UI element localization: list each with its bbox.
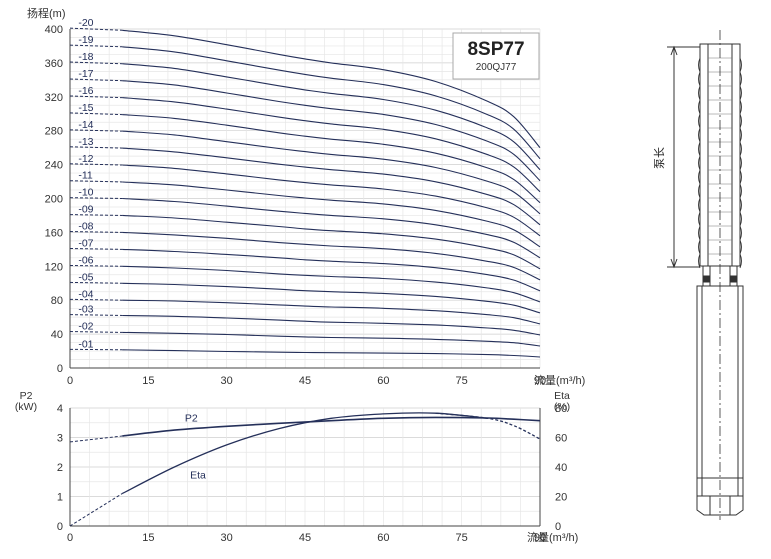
y-tick-label: 120 xyxy=(45,261,63,273)
y-tick-label: 3 xyxy=(57,433,63,445)
intake-bolt-right xyxy=(731,276,736,282)
series-label: -20 xyxy=(78,17,93,29)
x-tick-label: 15 xyxy=(142,375,154,387)
series-label: -17 xyxy=(78,68,93,80)
x-tick-label: 0 xyxy=(67,375,73,387)
y-tick-label: 400 xyxy=(45,24,63,36)
y-tick-label: 200 xyxy=(45,194,63,206)
y-tick-label: 1 xyxy=(57,492,63,504)
series-label: -02 xyxy=(78,321,93,333)
efficiency-axis-label: Eta(%) xyxy=(554,390,570,413)
series-label: -06 xyxy=(78,254,93,266)
series-label: -16 xyxy=(78,85,93,97)
y-tick-label: 280 xyxy=(45,126,63,138)
x-tick-label: 15 xyxy=(142,532,154,544)
y2-tick-label: 20 xyxy=(555,492,567,504)
power-axis-label: P2(kW) xyxy=(15,390,37,413)
x-tick-label: 75 xyxy=(456,532,468,544)
x-axis-label: 流量(m³/h) xyxy=(534,373,585,387)
series-label: -11 xyxy=(78,170,93,182)
x-tick-label: 0 xyxy=(67,532,73,544)
y-axis-label: 扬程(m) xyxy=(27,6,66,20)
p2-series-label: P2 xyxy=(185,413,198,425)
head-curve-15 xyxy=(122,115,540,203)
series-label: -03 xyxy=(78,304,93,316)
intake-bolt-left xyxy=(704,276,709,282)
y-tick-label: 2 xyxy=(57,462,63,474)
x-tick-label: 30 xyxy=(221,532,233,544)
head-curve-14 xyxy=(122,131,540,214)
x-tick-label: 60 xyxy=(377,375,389,387)
series-label: -08 xyxy=(78,221,93,233)
head-curve-04 xyxy=(122,300,540,324)
series-label: -09 xyxy=(78,204,93,216)
y-tick-label: 240 xyxy=(45,160,63,172)
head-curve-16 xyxy=(122,98,540,192)
eta-series-label: Eta xyxy=(190,469,206,481)
y-tick-label: 40 xyxy=(51,329,63,341)
x-tick-label: 75 xyxy=(456,375,468,387)
series-label: -01 xyxy=(78,338,93,350)
y2-tick-label: 60 xyxy=(555,433,567,445)
series-label: -14 xyxy=(78,119,93,131)
x-axis-label: 流量(m³/h) xyxy=(527,530,578,544)
p2-curve-extension xyxy=(70,436,122,442)
x-tick-label: 30 xyxy=(221,375,233,387)
series-label: -18 xyxy=(78,51,93,63)
y-tick-label: 80 xyxy=(51,295,63,307)
series-label: -19 xyxy=(78,34,93,46)
model-subtitle: 200QJ77 xyxy=(476,62,517,73)
y-tick-label: 0 xyxy=(57,363,63,375)
y-tick-label: 160 xyxy=(45,227,63,239)
model-title: 8SP77 xyxy=(467,39,524,60)
series-label: -10 xyxy=(78,187,93,199)
series-label: -13 xyxy=(78,136,93,148)
series-label: -15 xyxy=(78,102,93,114)
y2-tick-label: 40 xyxy=(555,462,567,474)
y-tick-label: 360 xyxy=(45,58,63,70)
series-label: -04 xyxy=(78,288,93,300)
head-curve-03 xyxy=(122,316,540,335)
y-tick-label: 0 xyxy=(57,521,63,533)
head-curve-06 xyxy=(122,266,540,302)
x-tick-label: 60 xyxy=(377,532,389,544)
x-tick-label: 45 xyxy=(299,532,311,544)
eta-curve-extension-left xyxy=(70,494,122,526)
pump-length-label: 泵长 xyxy=(653,147,666,169)
head-curve-10 xyxy=(122,199,540,258)
y-tick-label: 4 xyxy=(57,403,63,415)
series-label: -05 xyxy=(78,271,93,283)
head-curve-13 xyxy=(122,148,540,225)
model-title-box: 8SP77 200QJ77 xyxy=(453,33,539,79)
series-label: -07 xyxy=(78,238,93,250)
series-label: -12 xyxy=(78,153,93,165)
pump-outline-drawing: 泵长 xyxy=(653,30,743,520)
y-tick-label: 320 xyxy=(45,92,63,104)
x-tick-label: 45 xyxy=(299,375,311,387)
